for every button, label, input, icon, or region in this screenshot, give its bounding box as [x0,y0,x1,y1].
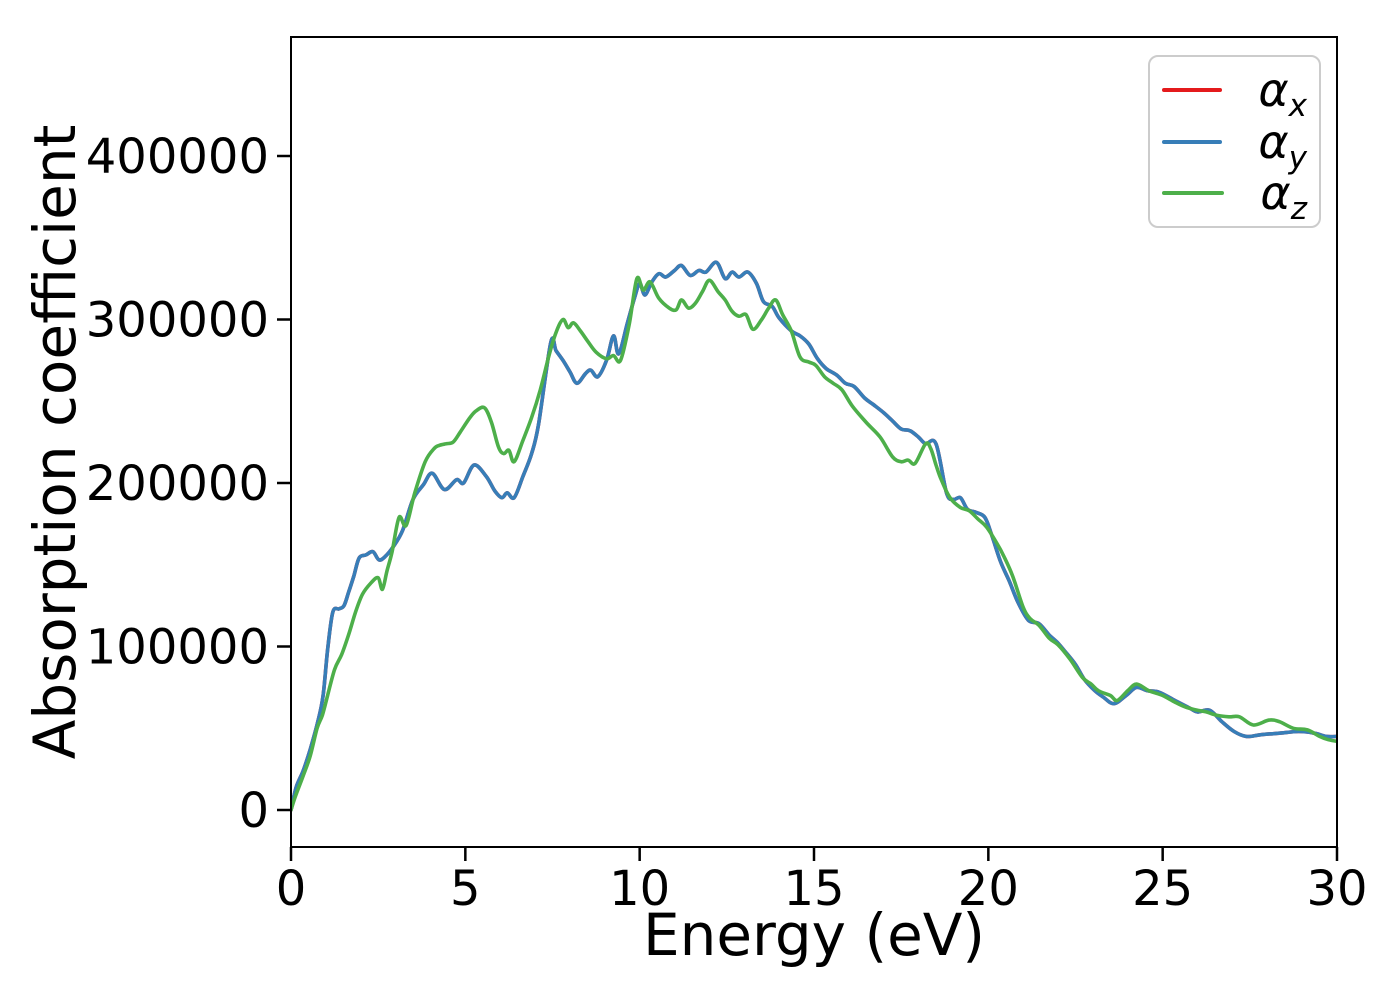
legend-label-alpha-y: αy [1258,114,1307,176]
y-tick-label: 100000 [86,620,269,676]
y-tick-label: 400000 [86,129,269,185]
curve-alpha-y [291,260,1337,812]
legend-entry-alpha-z[interactable]: αz [1162,166,1307,228]
curve-alpha-x [291,260,1337,812]
legend-label-alpha-z: αz [1260,166,1307,228]
legend-label-alpha-x: αx [1258,62,1307,124]
legend-line-swatch-blue [1162,139,1223,144]
x-tick-label: 20 [958,861,1019,917]
legend-entry-alpha-x[interactable]: αx [1162,62,1307,124]
x-tick-label: 15 [783,861,844,917]
curve-alpha-z [291,275,1337,812]
x-tick-label: 10 [609,861,670,917]
legend-line-swatch-green [1162,191,1225,196]
x-tick-label: 5 [450,861,481,917]
x-tick-label: 0 [276,861,307,917]
x-tick-label: 25 [1132,861,1193,917]
x-axis-label: Energy (eV) [642,901,986,969]
legend-entry-alpha-y[interactable]: αy [1162,114,1307,176]
plot-border [290,36,1338,848]
legend: αx αy αz [1148,55,1321,228]
legend-line-swatch-red [1162,87,1223,92]
y-tick-label: 300000 [86,293,269,349]
x-tick-label: 30 [1306,861,1367,917]
y-tick-label: 0 [238,783,269,839]
y-tick-label: 200000 [86,456,269,512]
y-axis-label: Absorption coefficient [21,124,89,760]
